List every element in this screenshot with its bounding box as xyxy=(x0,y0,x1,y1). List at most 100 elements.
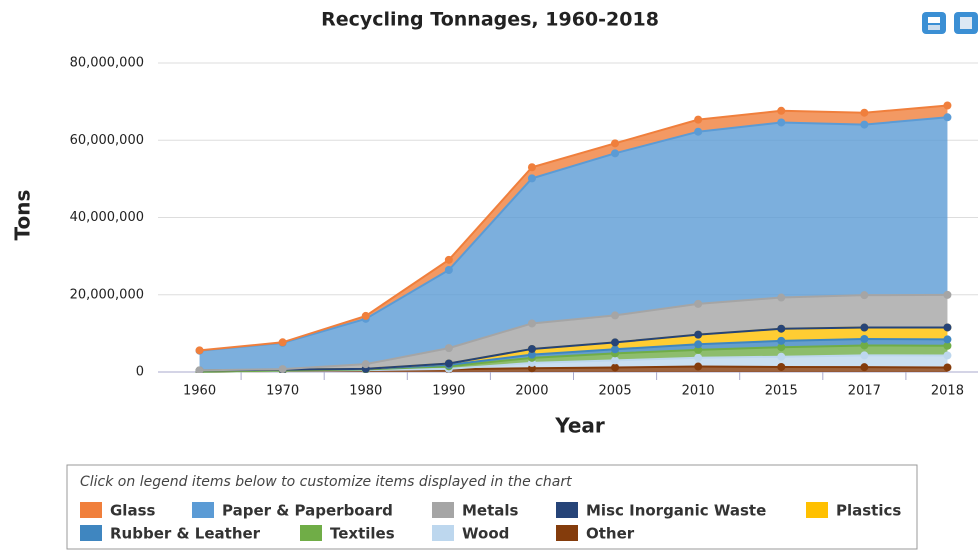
legend-label: Rubber & Leather xyxy=(110,525,261,543)
print-icon[interactable] xyxy=(922,12,946,34)
legend-item[interactable]: Plastics xyxy=(806,502,901,520)
point-marker xyxy=(943,290,952,299)
point-marker xyxy=(694,340,703,349)
point-marker xyxy=(777,293,786,302)
x-tick-label: 1990 xyxy=(432,384,465,399)
area-fill xyxy=(199,345,948,372)
series-line xyxy=(199,104,948,352)
point-marker xyxy=(860,334,869,343)
point-marker xyxy=(527,319,536,328)
legend-item[interactable]: Wood xyxy=(432,525,509,543)
point-marker xyxy=(361,311,370,320)
legend-swatch xyxy=(556,525,578,541)
point-marker xyxy=(694,127,703,136)
y-tick-label: 60,000,000 xyxy=(70,133,144,148)
x-tick-label: 1960 xyxy=(183,384,216,399)
point-marker xyxy=(694,299,703,308)
point-marker xyxy=(527,174,536,183)
print-glyph xyxy=(928,25,940,30)
point-marker xyxy=(860,108,869,117)
area-fill xyxy=(199,327,948,371)
y-tick-label: 40,000,000 xyxy=(70,210,144,225)
y-tick-label: 0 xyxy=(136,365,144,380)
legend-item[interactable]: Metals xyxy=(432,502,519,520)
legend-swatch xyxy=(556,502,578,518)
point-marker xyxy=(777,343,786,352)
point-marker xyxy=(860,351,869,360)
point-marker xyxy=(444,265,453,274)
legend-item[interactable]: Paper & Paperboard xyxy=(192,502,393,520)
point-marker xyxy=(860,323,869,332)
point-marker xyxy=(527,163,536,172)
point-marker xyxy=(860,120,869,129)
legend-swatch xyxy=(192,502,214,518)
point-marker xyxy=(943,335,952,344)
legend-item[interactable]: Other xyxy=(556,525,635,543)
point-marker xyxy=(527,350,536,359)
legend-label: Glass xyxy=(110,502,156,520)
y-axis-label: Tons xyxy=(11,190,35,241)
legend-label: Paper & Paperboard xyxy=(222,502,393,520)
legend-swatch xyxy=(806,502,828,518)
x-tick-label: 2017 xyxy=(848,384,881,399)
chart-title: Recycling Tonnages, 1960-2018 xyxy=(321,9,659,31)
point-marker xyxy=(860,341,869,350)
legend-label: Plastics xyxy=(836,502,901,520)
series-line xyxy=(199,293,948,372)
legend-swatch xyxy=(432,525,454,541)
x-axis-label: Year xyxy=(554,414,605,438)
legend-item[interactable]: Misc Inorganic Waste xyxy=(556,502,766,520)
area-fill xyxy=(199,355,948,372)
download-glyph xyxy=(960,17,972,29)
area-fill xyxy=(199,294,948,371)
point-marker xyxy=(860,291,869,300)
x-tick-label: 1980 xyxy=(349,384,382,399)
point-marker xyxy=(444,359,453,368)
legend-label: Textiles xyxy=(330,525,395,543)
download-icon[interactable] xyxy=(954,12,978,34)
point-marker xyxy=(694,345,703,354)
x-tick-label: 2005 xyxy=(599,384,632,399)
point-marker xyxy=(943,323,952,332)
series-line xyxy=(199,326,948,372)
point-marker xyxy=(777,106,786,115)
legend-item[interactable]: Textiles xyxy=(300,525,395,543)
point-marker xyxy=(943,363,952,372)
legend-item[interactable]: Glass xyxy=(80,502,156,520)
point-marker xyxy=(278,365,287,373)
point-marker xyxy=(611,356,620,365)
point-marker xyxy=(943,351,952,360)
point-marker xyxy=(943,101,952,110)
print-glyph xyxy=(928,17,940,23)
point-marker xyxy=(611,149,620,158)
legend-label: Misc Inorganic Waste xyxy=(586,502,766,520)
x-tick-label: 1970 xyxy=(266,384,299,399)
point-marker xyxy=(694,362,703,371)
point-marker xyxy=(611,311,620,320)
point-marker xyxy=(943,341,952,350)
legend-label: Other xyxy=(586,525,635,543)
plot xyxy=(195,101,952,373)
legend-swatch xyxy=(80,502,102,518)
point-marker xyxy=(444,255,453,264)
point-marker xyxy=(694,115,703,124)
legend-item[interactable]: Rubber & Leather xyxy=(80,525,261,543)
point-marker xyxy=(694,330,703,339)
series-line xyxy=(199,116,948,352)
x-tick-label: 2000 xyxy=(515,384,548,399)
point-marker xyxy=(777,118,786,127)
legend-label: Wood xyxy=(462,525,509,543)
point-marker xyxy=(611,363,620,372)
x-tick-label: 2018 xyxy=(931,384,964,399)
x-tick-label: 2010 xyxy=(682,384,715,399)
point-marker xyxy=(611,139,620,148)
point-marker xyxy=(777,362,786,371)
point-marker xyxy=(195,346,204,355)
legend-swatch xyxy=(300,525,322,541)
legend-label: Metals xyxy=(462,502,519,520)
legend-swatch xyxy=(80,525,102,541)
legend-swatch xyxy=(432,502,454,518)
point-marker xyxy=(611,345,620,354)
point-marker xyxy=(777,352,786,361)
